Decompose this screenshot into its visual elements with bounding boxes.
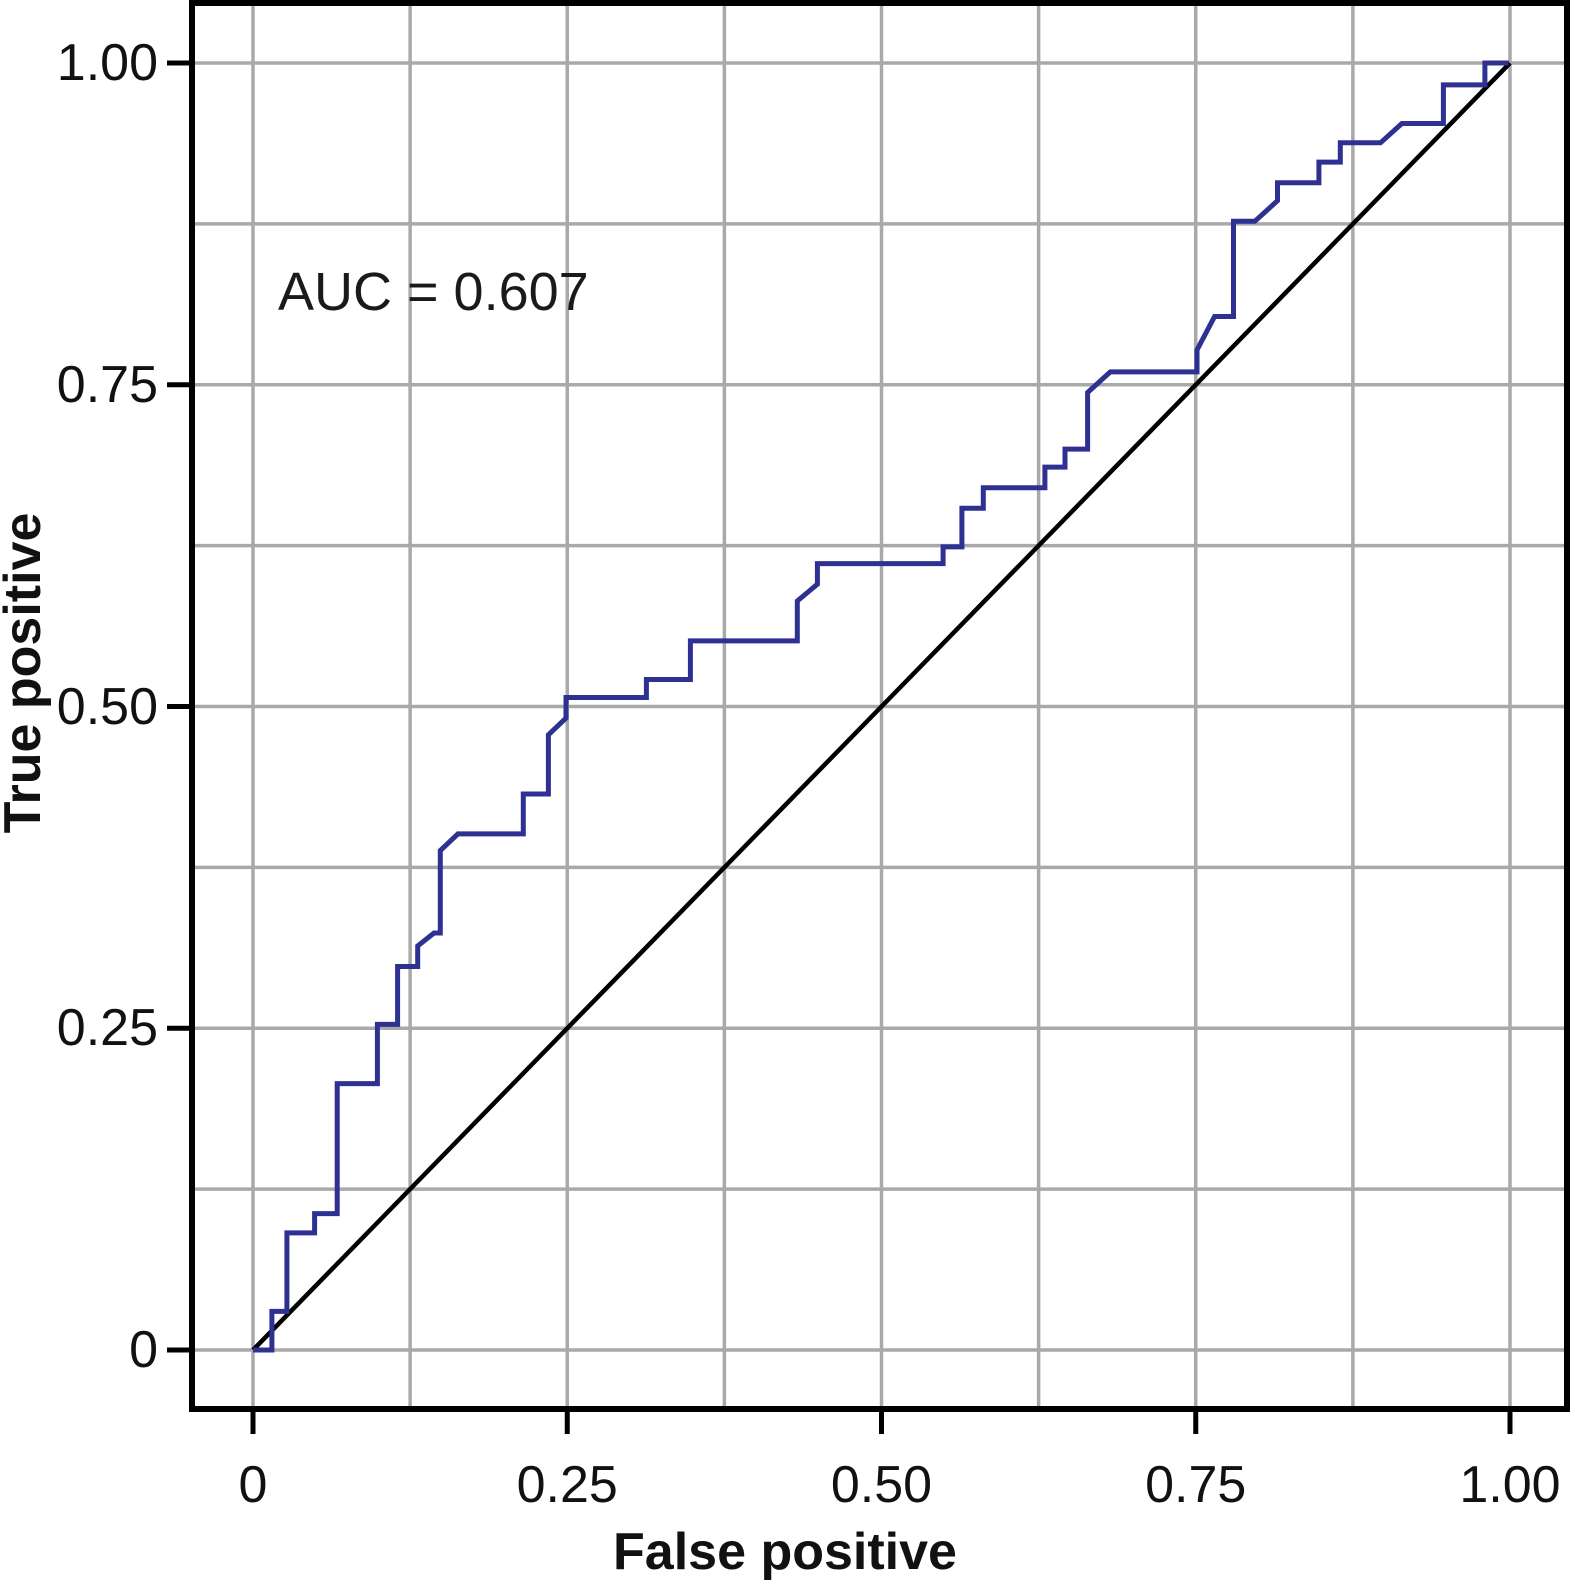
x-tick-label: 0.50 (830, 1456, 933, 1514)
y-tick-label: 0.75 (56, 355, 158, 414)
y-tick-label: 0 (129, 1321, 158, 1379)
x-tick-label: 0 (238, 1456, 268, 1514)
y-axis-title: True positive (0, 512, 52, 834)
x-tick-label: 0.75 (1145, 1456, 1247, 1514)
x-axis-title: False positive (613, 1523, 957, 1581)
y-tick-label: 1.00 (56, 34, 158, 92)
roc-curve-line (253, 60, 1509, 1353)
x-tick-label: 1.00 (1459, 1456, 1561, 1514)
auc-annotation: AUC = 0.607 (278, 262, 589, 322)
y-tick-label: 0.50 (56, 677, 158, 736)
plot-frame (189, 0, 1570, 1412)
reference-diagonal-line (251, 61, 1512, 1352)
x-tick-label: 0.25 (516, 1456, 618, 1514)
y-tick-label: 0.25 (56, 999, 158, 1058)
